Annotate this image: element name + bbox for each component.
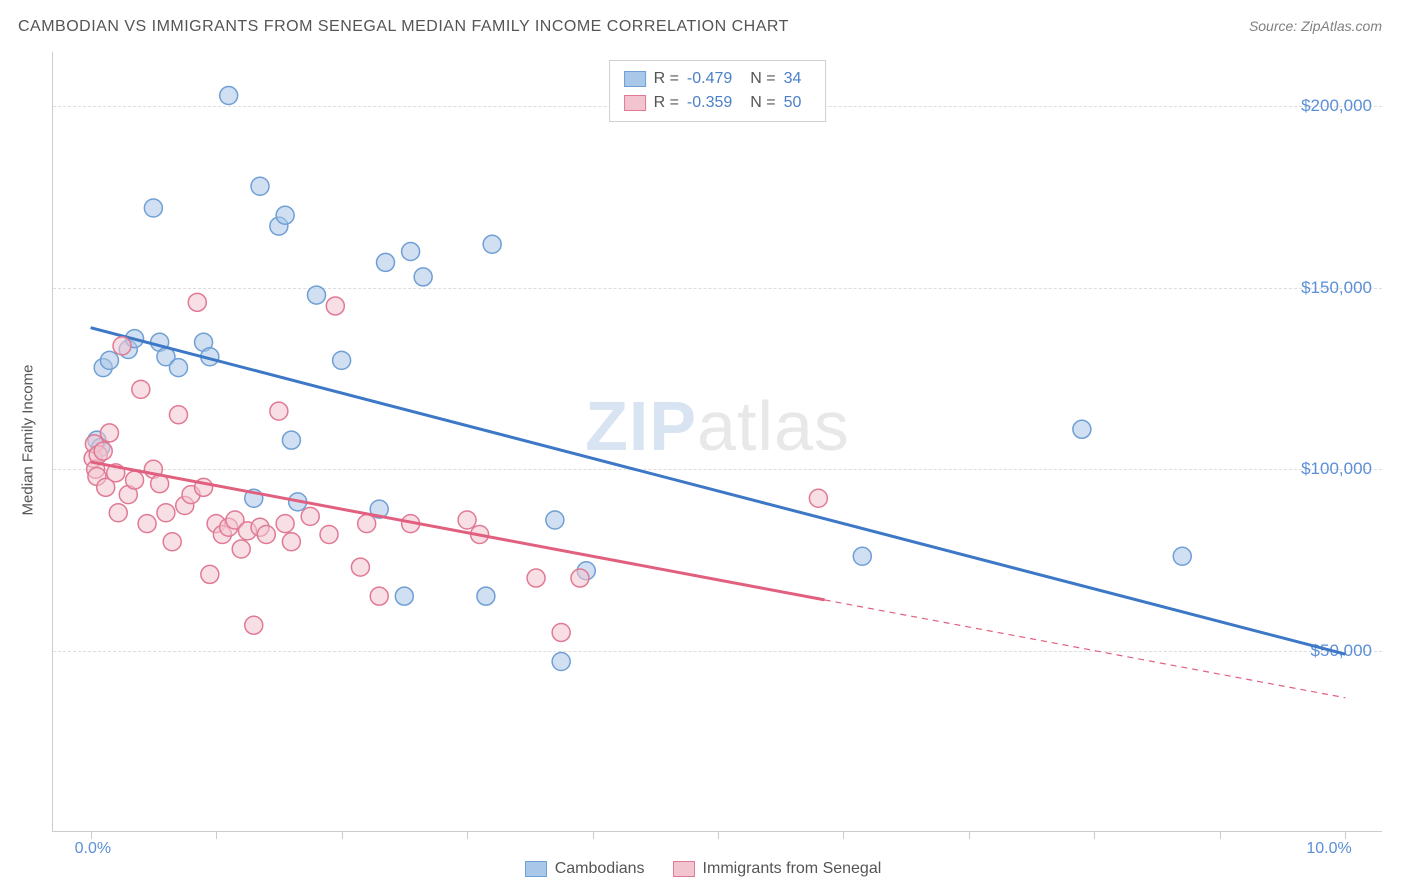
- scatter-point: [853, 547, 871, 565]
- scatter-point: [163, 533, 181, 551]
- source-credit: Source: ZipAtlas.com: [1249, 18, 1382, 34]
- x-tick: [969, 831, 970, 839]
- scatter-point: [201, 565, 219, 583]
- r-value-1: -0.479: [687, 67, 732, 91]
- scatter-point: [138, 515, 156, 533]
- scatter-point: [571, 569, 589, 587]
- x-tick: [342, 831, 343, 839]
- n-value-1: 34: [784, 67, 802, 91]
- trend-line: [91, 462, 825, 600]
- scatter-point: [358, 515, 376, 533]
- scatter-point: [326, 297, 344, 315]
- legend-swatch: [525, 861, 547, 877]
- legend-swatch: [673, 861, 695, 877]
- x-tick: [843, 831, 844, 839]
- scatter-point: [351, 558, 369, 576]
- scatter-point: [169, 406, 187, 424]
- scatter-point: [320, 526, 338, 544]
- x-tick: [1220, 831, 1221, 839]
- x-tick: [593, 831, 594, 839]
- legend-swatch-cambodians: [624, 71, 646, 87]
- scatter-point: [458, 511, 476, 529]
- chart-title: CAMBODIAN VS IMMIGRANTS FROM SENEGAL MED…: [18, 18, 789, 36]
- scatter-point: [477, 587, 495, 605]
- scatter-point: [109, 504, 127, 522]
- scatter-point: [257, 526, 275, 544]
- x-tick: [718, 831, 719, 839]
- scatter-point: [270, 402, 288, 420]
- scatter-point: [100, 351, 118, 369]
- n-label: N =: [750, 67, 775, 91]
- scatter-point: [113, 337, 131, 355]
- scatter-point: [307, 286, 325, 304]
- scatter-point: [276, 206, 294, 224]
- y-axis-title: Median Family Income: [20, 365, 37, 516]
- scatter-point: [100, 424, 118, 442]
- trend-line-dashed: [825, 600, 1346, 698]
- x-tick: [91, 831, 92, 839]
- scatter-point: [220, 87, 238, 105]
- scatter-point: [552, 652, 570, 670]
- scatter-point: [333, 351, 351, 369]
- scatter-point: [188, 293, 206, 311]
- legend-label: Cambodians: [555, 860, 645, 878]
- legend-swatch-senegal: [624, 95, 646, 111]
- scatter-point: [301, 507, 319, 525]
- x-tick: [1094, 831, 1095, 839]
- scatter-point: [377, 253, 395, 271]
- x-tick: [467, 831, 468, 839]
- scatter-point: [414, 268, 432, 286]
- plot-svg: [53, 52, 1382, 831]
- n-label: N =: [750, 91, 775, 115]
- scatter-point: [395, 587, 413, 605]
- legend-item: Immigrants from Senegal: [673, 860, 882, 878]
- scatter-point: [483, 235, 501, 253]
- scatter-point: [370, 587, 388, 605]
- r-label: R =: [654, 91, 679, 115]
- x-tick: [1345, 831, 1346, 839]
- scatter-point: [1173, 547, 1191, 565]
- legend-label: Immigrants from Senegal: [703, 860, 882, 878]
- scatter-point: [126, 471, 144, 489]
- scatter-point: [282, 431, 300, 449]
- scatter-point: [809, 489, 827, 507]
- scatter-point: [527, 569, 545, 587]
- x-tick-label-max: 10.0%: [1306, 840, 1351, 858]
- scatter-point: [94, 442, 112, 460]
- scatter-point: [276, 515, 294, 533]
- x-tick: [216, 831, 217, 839]
- r-label: R =: [654, 67, 679, 91]
- correlation-legend: R = -0.479 N = 34 R = -0.359 N = 50: [609, 60, 827, 122]
- legend-item: Cambodians: [525, 860, 645, 878]
- scatter-point: [132, 380, 150, 398]
- legend-row-1: R = -0.479 N = 34: [624, 67, 812, 91]
- x-tick-label-min: 0.0%: [75, 840, 111, 858]
- series-legend: Cambodians Immigrants from Senegal: [0, 860, 1406, 882]
- scatter-point: [144, 199, 162, 217]
- r-value-2: -0.359: [687, 91, 732, 115]
- scatter-point: [552, 623, 570, 641]
- scatter-point: [546, 511, 564, 529]
- scatter-point: [232, 540, 250, 558]
- scatter-point: [1073, 420, 1091, 438]
- scatter-point: [245, 616, 263, 634]
- plot-area: ZIPatlas $50,000$100,000$150,000$200,000…: [52, 52, 1382, 832]
- n-value-2: 50: [784, 91, 802, 115]
- scatter-point: [282, 533, 300, 551]
- legend-row-2: R = -0.359 N = 50: [624, 91, 812, 115]
- scatter-point: [169, 359, 187, 377]
- scatter-point: [251, 177, 269, 195]
- trend-line: [91, 328, 1346, 655]
- scatter-point: [157, 504, 175, 522]
- scatter-point: [402, 243, 420, 261]
- chart-container: CAMBODIAN VS IMMIGRANTS FROM SENEGAL MED…: [0, 0, 1406, 892]
